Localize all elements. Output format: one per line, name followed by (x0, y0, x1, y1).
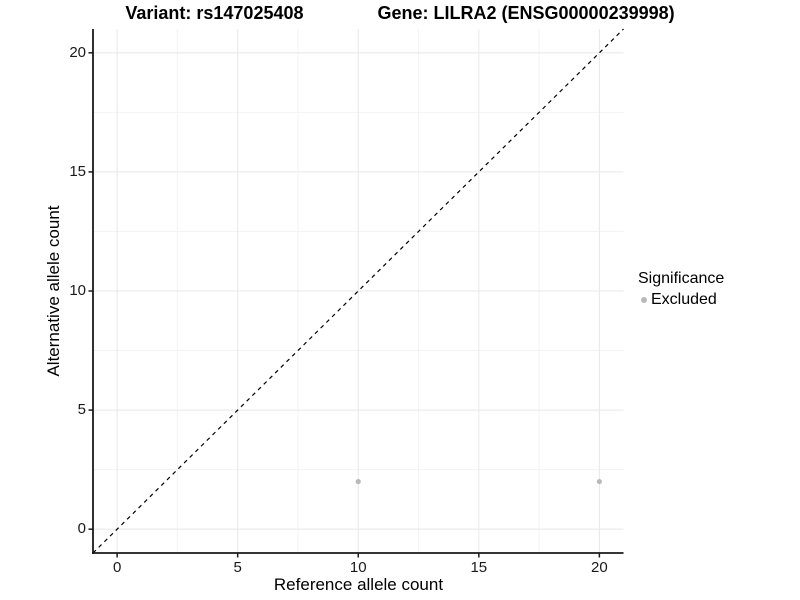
x-tick-label: 5 (233, 559, 242, 576)
y-tick-label: 15 (69, 162, 86, 180)
legend-key-dot (641, 297, 647, 303)
legend-item: Excluded (641, 291, 724, 309)
x-tick-label: 10 (349, 559, 367, 576)
data-point (596, 478, 602, 485)
legend-title: Significance (638, 270, 725, 287)
plot-title-gene: Gene: LILRA2 (ENSG00000239998) (377, 3, 675, 23)
x-tick-label: 15 (470, 559, 488, 576)
y-tick-label: 20 (69, 43, 86, 61)
y-tick-label: 0 (77, 520, 86, 538)
data-point (355, 478, 361, 485)
y-tick-label: 10 (69, 282, 86, 299)
x-axis-title: Reference allele count (273, 575, 444, 594)
plot-title-variant: Variant: rs147025408 (125, 3, 304, 23)
legend: Significance Excluded (638, 270, 724, 309)
plot-title: Variant: rs147025408 Gene: LILRA2 (ENSG0… (0, 3, 800, 24)
x-tick-label: 0 (112, 559, 122, 576)
legend-item-label: Excluded (651, 291, 717, 308)
y-tick-label: 5 (77, 401, 86, 419)
x-tick-label: 20 (591, 559, 608, 576)
